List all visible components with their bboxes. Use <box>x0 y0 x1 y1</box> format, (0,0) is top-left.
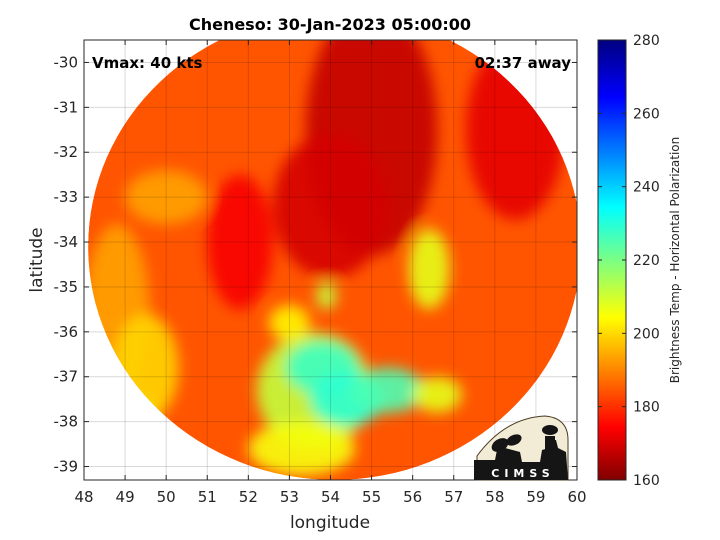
y-tick-label: -32 <box>54 143 79 161</box>
swath-feature <box>207 174 273 310</box>
colorbar-label: Brightness Temp - Horizontal Polarizatio… <box>668 137 682 384</box>
swath-feature <box>268 304 310 341</box>
x-tick-label: 58 <box>485 488 504 506</box>
x-tick-label: 55 <box>362 488 381 506</box>
colorbar-tick-label: 260 <box>633 106 660 122</box>
vmax-annotation: Vmax: 40 kts <box>92 54 202 72</box>
x-tick-label: 60 <box>567 488 586 506</box>
colorbar-tick-label: 240 <box>633 180 660 196</box>
x-tick-label: 52 <box>239 488 258 506</box>
x-tick-label: 56 <box>403 488 422 506</box>
swath-feature <box>351 367 425 413</box>
x-axis-ticks: 48 49 50 51 52 53 54 55 56 57 58 59 60 <box>74 40 587 506</box>
cimss-logo-text: CIMSS <box>491 467 554 480</box>
cimss-logo: CIMSS <box>474 415 569 481</box>
y-tick-label: -34 <box>54 233 79 251</box>
x-tick-label: 51 <box>198 488 217 506</box>
y-tick-label: -39 <box>54 458 79 476</box>
x-tick-label: 57 <box>444 488 463 506</box>
y-tick-label: -30 <box>54 53 79 71</box>
colorbar-tick-label: 280 <box>633 33 660 49</box>
swath-feature <box>412 376 462 413</box>
swath-feature <box>125 170 208 225</box>
colorbar-ticks: 160 180 200 220 240 260 280 <box>598 33 660 489</box>
colorbar-tick-label: 160 <box>633 473 660 489</box>
swath-feature <box>316 282 337 310</box>
x-tick-label: 59 <box>526 488 545 506</box>
y-axis-label: latitude <box>27 227 47 292</box>
y-tick-label: -31 <box>54 98 79 116</box>
y-tick-label: -38 <box>54 413 79 431</box>
y-tick-label: -37 <box>54 368 79 386</box>
x-tick-label: 53 <box>280 488 299 506</box>
colorbar-tick-label: 220 <box>633 253 660 269</box>
y-tick-label: -36 <box>54 323 79 341</box>
colorbar-tick-label: 200 <box>633 326 660 342</box>
y-tick-label: -33 <box>54 188 79 206</box>
swath-feature <box>248 421 356 476</box>
colorbar-tick-label: 180 <box>633 400 660 416</box>
x-axis-label: longitude <box>290 513 370 533</box>
x-tick-label: 54 <box>321 488 340 506</box>
y-axis-ticks: -30 -31 -32 -33 -34 -35 -36 -37 -38 -39 <box>54 53 577 476</box>
x-tick-label: 48 <box>74 488 93 506</box>
swath-feature <box>272 134 389 278</box>
colorbar <box>597 39 627 481</box>
chart-title: Cheneso: 30-Jan-2023 05:00:00 <box>189 15 471 34</box>
x-tick-label: 49 <box>116 488 135 506</box>
y-tick-label: -35 <box>54 278 79 296</box>
swath-feature <box>408 228 450 310</box>
x-tick-label: 50 <box>157 488 176 506</box>
time-away-annotation: 02:37 away <box>475 54 572 72</box>
